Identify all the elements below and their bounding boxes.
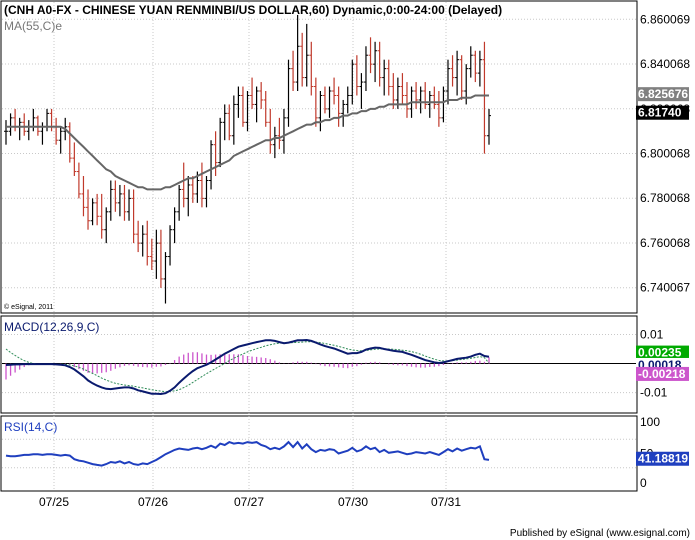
y-tick-label: 6.760068 [640, 236, 690, 250]
price-last-label: 6.81740 [638, 106, 682, 120]
rsi-title: RSI(14,C) [4, 420, 57, 434]
chart-title: (CNH A0-FX - CHINESE YUAN RENMINBI/US DO… [4, 3, 502, 17]
macd-marks [2, 338, 636, 396]
price-pane [0, 0, 638, 314]
rsi-y-tick: 100 [640, 415, 660, 429]
copyright-text: © eSignal, 2011 [4, 303, 54, 311]
ma-last-label: 6.825676 [638, 87, 688, 101]
price-marks [4, 14, 491, 304]
x-tick-label: 07/31 [431, 495, 461, 509]
macd-last-label: 0.00235 [638, 346, 682, 360]
ma-last-label-box [636, 87, 689, 102]
published-by: Published by eSignal (www.esignal.com) [510, 528, 690, 539]
macd-last-label-box [636, 345, 689, 360]
y-tick-label: 6.780068 [640, 191, 690, 205]
x-tick-label: 07/27 [234, 495, 264, 509]
x-tick-label: 07/30 [338, 495, 368, 509]
rsi-last-label: 41.18819 [638, 452, 688, 466]
macd-title: MACD(12,26,9,C) [4, 320, 99, 334]
ma-label: MA(55,C)e [4, 19, 62, 33]
macd-line [5, 338, 490, 396]
price-last-label-box [636, 105, 689, 120]
y-tick-label: 6.860069 [640, 12, 690, 26]
rsi-line [5, 440, 490, 467]
macd-y-tick: -0.01 [640, 386, 668, 400]
rsi-y-tick: 0 [640, 476, 647, 490]
x-tick-label: 07/26 [138, 495, 168, 509]
x-tick-label: 07/25 [39, 495, 69, 509]
y-tick-label: 6.840068 [640, 57, 690, 71]
rsi-last-label-box [636, 451, 689, 466]
y-tick-label: 6.740067 [640, 281, 690, 295]
rsi-marks [5, 440, 490, 467]
grid-lines [2, 2, 636, 490]
hist-last-label: -0.00218 [638, 367, 686, 381]
axis-labels: 07/25 07/26 07/27 07/30 07/31 6.860069 6.84006… [39, 12, 690, 509]
ma-line [6, 94, 489, 191]
y-tick-label: 6.800068 [640, 146, 690, 160]
hist-last-label-box [636, 366, 689, 381]
macd-y-tick: 0.01 [640, 328, 664, 342]
macd-signal-line [5, 341, 490, 393]
